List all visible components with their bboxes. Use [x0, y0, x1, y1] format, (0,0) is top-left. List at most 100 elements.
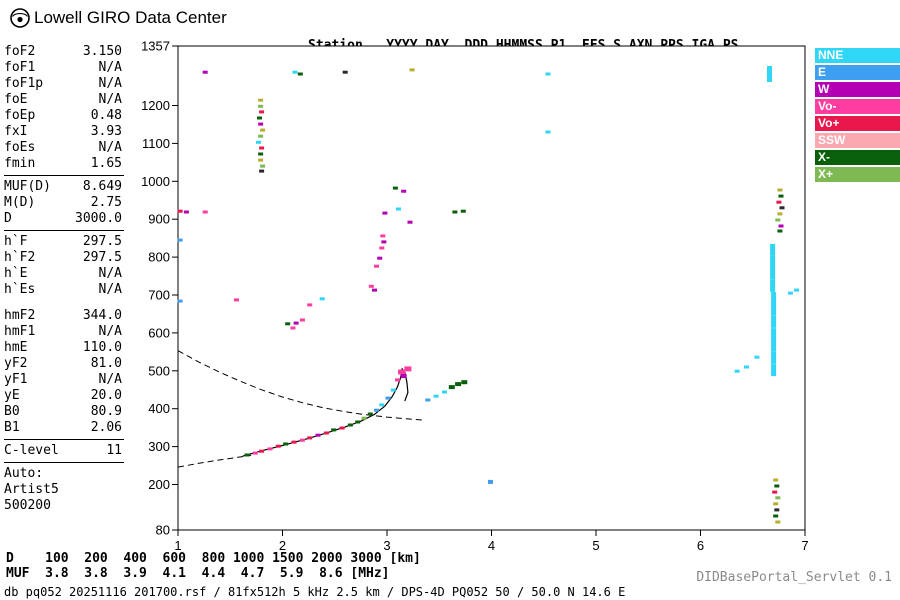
parameter-label: Artist5	[4, 482, 59, 497]
parameter-value: 2.06	[90, 420, 122, 435]
svg-text:800: 800	[148, 250, 170, 265]
muf-distance-line: D 100 200 400 600 800 1000 1500 2000 300…	[6, 551, 421, 566]
y-axis-ticks: 1357 1200 1100 1000 900 800 700 600 500 400 300 200…	[141, 39, 178, 538]
parameter-value: 81.0	[90, 356, 122, 371]
parameter-label: yF1	[4, 372, 28, 387]
parameter-row: M(D) 2.75	[4, 195, 122, 211]
parameter-value: 2.75	[90, 195, 122, 210]
footer-info: db pq052 20251116 201700.rsf / 81fx512h …	[4, 585, 626, 599]
parameter-value: N/A	[98, 92, 122, 107]
parameter-value: 297.5	[82, 234, 122, 249]
ionogram-plot: 1357 1200 1100 1000 900 800 700 600 500 400 300 200…	[141, 39, 809, 554]
parameter-row: B1 2.06	[4, 420, 122, 436]
parameter-label: foF1p	[4, 76, 44, 91]
svg-text:900: 900	[148, 212, 170, 227]
parameter-row: MUF(D) 8.649	[4, 179, 122, 195]
parameter-value: N/A	[98, 372, 122, 387]
parameter-label: yF2	[4, 356, 28, 371]
parameter-label: h`F	[4, 234, 28, 249]
parameter-value: 110.0	[82, 340, 122, 355]
svg-text:1000: 1000	[141, 174, 170, 189]
svg-text:400: 400	[148, 401, 170, 416]
echo-points	[177, 66, 800, 524]
parameter-label: 500200	[4, 498, 51, 513]
parameter-row: B0 80.9	[4, 404, 122, 420]
parameter-row: 500200	[4, 498, 122, 514]
svg-text:2: 2	[279, 538, 286, 553]
parameter-row: h`F 297.5	[4, 234, 122, 250]
legend-item-x: X-	[815, 150, 900, 165]
parameter-label: hmF1	[4, 324, 36, 339]
parameter-label: fmin	[4, 156, 36, 171]
parameter-value: 3000.0	[75, 211, 122, 226]
parameter-row: foF1p N/A	[4, 76, 122, 92]
x-axis-ticks: 1 2 3 4 5 6 7	[174, 530, 809, 553]
svg-text:300: 300	[148, 439, 170, 454]
parameter-row: D 3000.0	[4, 211, 122, 227]
parameter-row: yF2 81.0	[4, 356, 122, 372]
parameter-row: fmin 1.65	[4, 156, 122, 172]
parameter-value: 20.0	[90, 388, 122, 403]
panel-gap	[4, 298, 126, 308]
svg-text:1200: 1200	[141, 98, 170, 113]
parameter-label: foEp	[4, 108, 36, 123]
parameter-label: Auto:	[4, 466, 44, 481]
svg-text:7: 7	[801, 538, 808, 553]
parameter-label: foF2	[4, 44, 36, 59]
parameter-row: foE N/A	[4, 92, 122, 108]
parameter-value: N/A	[98, 140, 122, 155]
app-title: Lowell GIRO Data Center	[34, 8, 227, 27]
muf-values-line: MUF 3.8 3.8 3.9 4.1 4.4 4.7 5.9 8.6 [MHz…	[6, 566, 390, 581]
svg-text:4: 4	[488, 538, 495, 553]
legend-item-vo: Vo+	[815, 116, 900, 131]
parameter-label: MUF(D)	[4, 179, 51, 194]
parameter-value: N/A	[98, 282, 122, 297]
parameter-row: yE 20.0	[4, 388, 122, 404]
parameter-panel: foF2 3.150 foF1 N/A foF1p N/A foE N/A foEp 0.48 fx…	[4, 44, 126, 514]
parameter-row: foEp 0.48	[4, 108, 122, 124]
parameter-row: h`Es N/A	[4, 282, 122, 298]
panel-divider	[4, 439, 124, 440]
muf-transmission-curve	[177, 350, 424, 468]
legend: NNE E W Vo- Vo+ SSW X- X+	[815, 48, 900, 184]
legend-item-vo: Vo-	[815, 99, 900, 114]
svg-text:600: 600	[148, 325, 170, 340]
parameter-value: 0.48	[90, 108, 122, 123]
parameter-value: N/A	[98, 60, 122, 75]
parameter-label: M(D)	[4, 195, 36, 210]
parameter-label: foE	[4, 92, 28, 107]
parameter-label: h`E	[4, 266, 28, 281]
legend-item-w: W	[815, 82, 900, 97]
parameter-row: foEs N/A	[4, 140, 122, 156]
parameter-label: foF1	[4, 60, 36, 75]
svg-text:700: 700	[148, 288, 170, 303]
parameter-row: Auto:	[4, 466, 122, 482]
svg-text:3: 3	[383, 538, 390, 553]
panel-divider	[4, 462, 124, 463]
panel-divider	[4, 175, 124, 176]
svg-text:200: 200	[148, 477, 170, 492]
legend-item-nne: NNE	[815, 48, 900, 63]
parameter-row: foF2 3.150	[4, 44, 122, 60]
svg-text:1357: 1357	[141, 39, 170, 54]
parameter-value: N/A	[98, 324, 122, 339]
parameter-label: yE	[4, 388, 20, 403]
parameter-label: D	[4, 211, 12, 226]
parameter-row: C-level 11	[4, 443, 122, 459]
parameter-label: hmF2	[4, 308, 36, 323]
parameter-value: 80.9	[90, 404, 122, 419]
parameter-label: h`Es	[4, 282, 36, 297]
plot-frame	[177, 45, 806, 531]
legend-item-ssw: SSW	[815, 133, 900, 148]
parameter-label: h`F2	[4, 250, 36, 265]
svg-text:500: 500	[148, 363, 170, 378]
parameter-row: fxI 3.93	[4, 124, 122, 140]
parameter-value: 8.649	[82, 179, 122, 194]
parameter-row: hmE 110.0	[4, 340, 122, 356]
parameter-label: foEs	[4, 140, 36, 155]
parameter-row: foF1 N/A	[4, 60, 122, 76]
legend-item-x: X+	[815, 167, 900, 182]
svg-text:1100: 1100	[142, 136, 170, 151]
parameter-row: h`E N/A	[4, 266, 122, 282]
parameter-value: 297.5	[82, 250, 122, 265]
